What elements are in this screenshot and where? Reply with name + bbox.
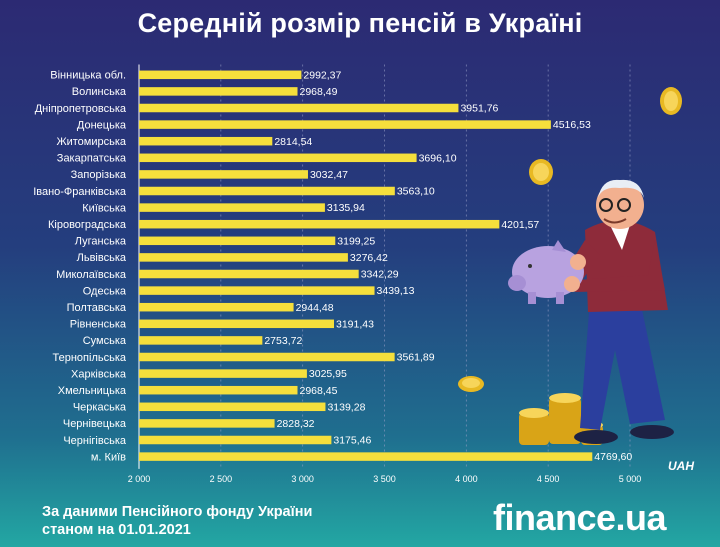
bar xyxy=(139,269,359,279)
category-label: Львівська xyxy=(77,252,127,264)
category-label: Закарпатська xyxy=(57,153,127,165)
value-label: 3032,47 xyxy=(310,169,348,181)
chart-title: Середній розмір пенсій в Україні xyxy=(137,8,583,38)
coin-icon xyxy=(458,376,484,392)
source-note: За даними Пенсійного фонду України стано… xyxy=(42,503,312,539)
category-label: Черкаська xyxy=(73,402,127,414)
bar xyxy=(139,120,551,129)
bar xyxy=(139,136,273,146)
category-label: Житомирська xyxy=(56,136,126,148)
value-label: 3139,28 xyxy=(327,401,365,413)
category-label: Миколаївська xyxy=(56,269,127,281)
category-label: Кіровоградська xyxy=(48,219,127,231)
value-label: 3561,89 xyxy=(397,352,435,364)
category-label: Волинська xyxy=(72,86,127,98)
value-label: 2753,72 xyxy=(264,335,302,347)
value-label: 3276,42 xyxy=(350,252,388,264)
bar xyxy=(139,419,275,428)
source-line-1: За даними Пенсійного фонду України xyxy=(42,504,313,520)
bar xyxy=(139,70,302,80)
value-label: 2944,48 xyxy=(296,302,334,314)
pensioner-figure xyxy=(508,179,674,444)
bar xyxy=(139,203,325,212)
coin-stack-icon xyxy=(519,393,603,445)
value-label: 3439,13 xyxy=(377,285,415,297)
x-tick-label: 4 000 xyxy=(455,474,478,484)
bar xyxy=(139,369,307,378)
bar xyxy=(139,186,395,196)
bar xyxy=(139,452,593,461)
category-label: Харківська xyxy=(71,368,127,380)
value-label: 3135,94 xyxy=(327,202,365,214)
brand-logo: finance.ua xyxy=(493,497,667,538)
bar xyxy=(139,352,395,362)
bar xyxy=(139,219,500,229)
value-label: 3175,46 xyxy=(333,435,371,447)
bar xyxy=(139,103,459,113)
value-label: 3563,10 xyxy=(397,186,435,198)
bar xyxy=(139,236,336,246)
category-label: Запорізька xyxy=(71,169,127,181)
bar xyxy=(139,286,375,295)
category-label: Чернівецька xyxy=(63,418,127,430)
category-label: Донецька xyxy=(77,119,127,131)
value-label: 2992,37 xyxy=(303,69,341,81)
category-label: Хмельницька xyxy=(58,385,127,397)
value-label: 3951,76 xyxy=(460,103,498,115)
x-axis-unit-label: UAH xyxy=(668,459,694,473)
bar xyxy=(139,336,263,345)
bar xyxy=(139,253,348,262)
category-label: Сумська xyxy=(83,335,127,347)
bar xyxy=(139,435,332,445)
x-tick-label: 2 500 xyxy=(210,474,233,484)
category-label: Тернопільська xyxy=(53,352,127,364)
coin-icon xyxy=(660,87,682,115)
x-tick-label: 2 000 xyxy=(128,474,151,484)
value-label: 4516,53 xyxy=(553,119,591,131)
category-label: Дніпропетровська xyxy=(35,103,127,115)
category-label: Одеська xyxy=(83,285,127,297)
value-label: 3342,29 xyxy=(361,269,399,281)
category-label: Рівненська xyxy=(70,319,127,331)
x-tick-label: 5 000 xyxy=(619,474,642,484)
category-label: Полтавська xyxy=(67,302,127,314)
x-tick-label: 4 500 xyxy=(537,474,560,484)
value-label: 4769,60 xyxy=(594,451,632,463)
source-line-2: станом на 01.01.2021 xyxy=(42,522,191,538)
value-label: 4201,57 xyxy=(501,219,539,231)
bar xyxy=(139,319,334,329)
value-label: 2828,32 xyxy=(277,418,315,430)
category-label: Івано-Франківська xyxy=(33,186,127,198)
bar xyxy=(139,153,417,163)
value-label: 3696,10 xyxy=(419,152,457,164)
value-label: 2814,54 xyxy=(274,136,312,148)
bar xyxy=(139,87,298,96)
category-label: Луганська xyxy=(75,236,127,248)
category-label: м. Київ xyxy=(91,451,126,463)
bar xyxy=(139,302,294,312)
value-label: 2968,45 xyxy=(300,385,338,397)
category-label: Київська xyxy=(82,202,127,214)
value-label: 3191,43 xyxy=(336,318,374,330)
x-tick-label: 3 000 xyxy=(291,474,314,484)
value-label: 3199,25 xyxy=(337,235,375,247)
value-label: 2968,49 xyxy=(300,86,338,98)
x-tick-label: 3 500 xyxy=(373,474,396,484)
coin-icon xyxy=(529,159,553,185)
category-label: Вінницька обл. xyxy=(50,70,126,82)
bar xyxy=(139,385,298,395)
bar xyxy=(139,402,326,412)
category-label: Чернігівська xyxy=(63,435,127,447)
value-label: 3025,95 xyxy=(309,368,347,380)
bar xyxy=(139,170,308,179)
